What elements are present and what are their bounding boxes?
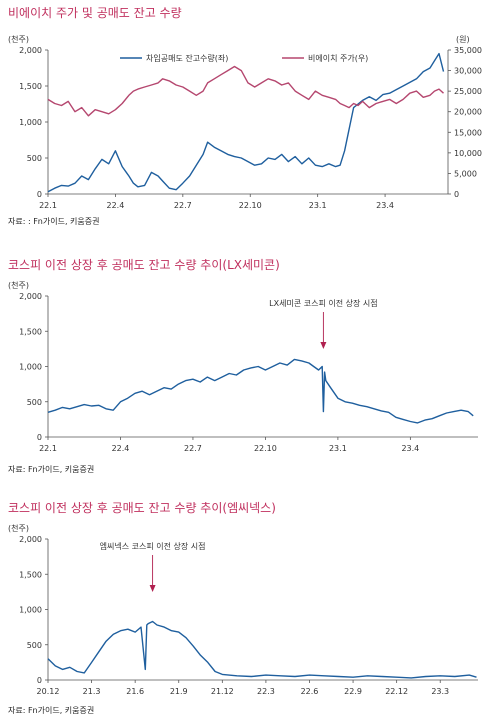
y-unit-left: (천주) bbox=[8, 34, 29, 44]
x-tick-label: 22.7 bbox=[184, 444, 202, 453]
x-tick-label: 22.1 bbox=[39, 444, 57, 453]
y-tick-label: 1,500 bbox=[19, 570, 42, 579]
chart2-source: 자료: Fn가이드, 키움증권 bbox=[8, 465, 95, 474]
annotation-arrowhead bbox=[149, 585, 156, 592]
legend-label: 차입공매도 잔고수량(좌) bbox=[146, 53, 228, 63]
chart2-svg: (천주) 0 500 1,000 1,500 2,000 22.1 22.4 22.7 22.10… bbox=[8, 280, 478, 453]
y-right-tick-label: 15,000 bbox=[454, 128, 482, 137]
annotation-label: LX세미콘 코스피 이전 상장 시점 bbox=[269, 298, 377, 308]
chart3-svg: (천주) 0 500 1,000 1,500 2,000 20.12 21.3 21.6 21.9… bbox=[8, 523, 478, 696]
y-tick-label: 0 bbox=[37, 190, 42, 199]
y-tick-label: 500 bbox=[27, 154, 42, 163]
legend-label: 비에이치 주가(우) bbox=[308, 53, 368, 63]
chart3-axes: (천주) 0 500 1,000 1,500 2,000 20.12 21.3 21.6 21.9… bbox=[8, 523, 478, 696]
y-tick-label: 500 bbox=[27, 641, 42, 650]
y-tick-label: 2,000 bbox=[19, 292, 42, 301]
x-tick-label: 21.9 bbox=[170, 687, 188, 696]
y-right-tick-label: 20,000 bbox=[454, 108, 482, 117]
chart2-marks: LX세미콘 코스피 이전 상장 시점 bbox=[47, 298, 474, 424]
x-tick-label: 22.10 bbox=[239, 201, 262, 210]
y-tick-label: 1,500 bbox=[19, 327, 42, 336]
y-right-tick-label: 10,000 bbox=[454, 149, 482, 158]
x-tick-label: 22.3 bbox=[257, 687, 275, 696]
chart3-title: 코스피 이전 상장 후 공매도 잔고 수량 추이(엠씨넥스) bbox=[8, 501, 276, 515]
x-tick-label: 22.4 bbox=[107, 201, 125, 210]
x-tick-label: 22.7 bbox=[174, 201, 192, 210]
x-tick-label: 22.9 bbox=[344, 687, 362, 696]
y-tick-label: 0 bbox=[37, 433, 42, 442]
x-tick-label: 20.12 bbox=[37, 687, 60, 696]
y-unit-left: (천주) bbox=[8, 523, 29, 533]
y-unit-right: (원) bbox=[456, 35, 470, 44]
x-tick-label: 23.1 bbox=[329, 444, 347, 453]
y-right-tick-label: 0 bbox=[454, 190, 459, 199]
x-tick-label: 23.4 bbox=[376, 201, 394, 210]
x-tick-label: 21.3 bbox=[83, 687, 101, 696]
series-line-1 bbox=[47, 52, 445, 193]
y-tick-label: 500 bbox=[27, 398, 42, 407]
y-tick-label: 1,000 bbox=[19, 118, 42, 127]
series-line-1 bbox=[47, 358, 474, 424]
y-unit-left: (천주) bbox=[8, 280, 29, 290]
y-right-tick-label: 5,000 bbox=[454, 169, 477, 178]
chart1-axes: (천주) (원) 0 500 1,000 1,500 2,000 0 5,000 10,000 15… bbox=[8, 34, 482, 210]
chart1-title: 비에이치 주가 및 공매도 잔고 수량 bbox=[8, 6, 182, 20]
x-tick-label: 23.4 bbox=[401, 444, 419, 453]
x-tick-label: 22.4 bbox=[112, 444, 130, 453]
y-tick-label: 2,000 bbox=[19, 535, 42, 544]
x-tick-label: 21.6 bbox=[126, 687, 144, 696]
chart1-marks: 차입공매도 잔고수량(좌) 비에이치 주가(우) bbox=[47, 52, 445, 193]
annotation-arrowhead bbox=[320, 342, 327, 349]
y-right-tick-label: 35,000 bbox=[454, 46, 482, 55]
annotation-label: 엠씨넥스 코스피 이전 상장 시점 bbox=[100, 541, 206, 551]
y-tick-label: 1,000 bbox=[19, 363, 42, 372]
y-tick-label: 1,000 bbox=[19, 606, 42, 615]
y-tick-label: 1,500 bbox=[19, 82, 42, 91]
chart1-svg: (천주) (원) 0 500 1,000 1,500 2,000 0 5,000 10,000 15… bbox=[8, 34, 482, 210]
x-tick-label: 22.1 bbox=[39, 201, 57, 210]
y-tick-label: 2,000 bbox=[19, 46, 42, 55]
x-tick-label: 23.1 bbox=[309, 201, 327, 210]
x-tick-label: 22.12 bbox=[385, 687, 408, 696]
chart3-source: 자료: Fn가이드, 키움증권 bbox=[8, 706, 95, 715]
x-tick-label: 23.3 bbox=[431, 687, 449, 696]
chart1-source: 자료: : Fn가이드, 키움증권 bbox=[8, 217, 100, 226]
series-line-1 bbox=[47, 620, 477, 679]
chart3-marks: 엠씨넥스 코스피 이전 상장 시점 bbox=[47, 541, 477, 679]
series-line-2 bbox=[47, 65, 444, 117]
chart2-title: 코스피 이전 상장 후 공매도 잔고 수량 추이(LX세미콘) bbox=[8, 258, 280, 272]
x-tick-label: 22.10 bbox=[254, 444, 277, 453]
x-tick-label: 22.6 bbox=[301, 687, 319, 696]
y-right-tick-label: 25,000 bbox=[454, 87, 482, 96]
y-tick-label: 0 bbox=[37, 676, 42, 685]
x-tick-label: 21.12 bbox=[211, 687, 234, 696]
y-right-tick-label: 30,000 bbox=[454, 67, 482, 76]
chart2-axes: (천주) 0 500 1,000 1,500 2,000 22.1 22.4 22.7 22.10… bbox=[8, 280, 478, 453]
